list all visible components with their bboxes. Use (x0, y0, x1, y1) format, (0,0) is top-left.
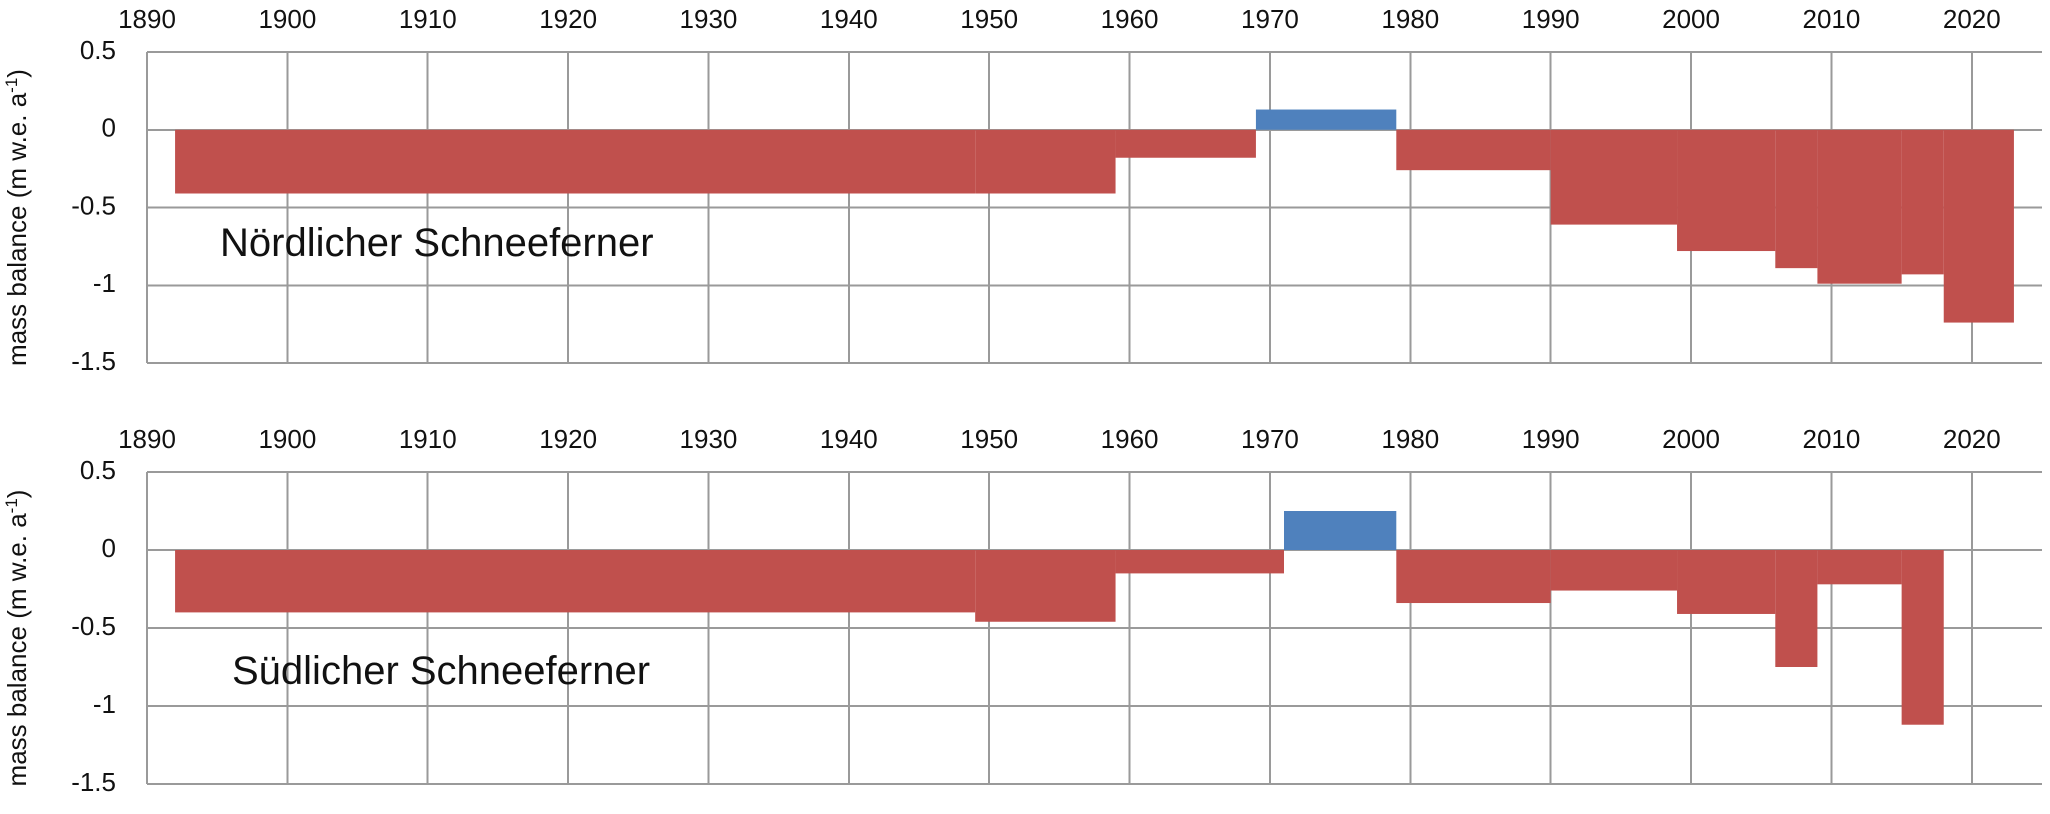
mass-balance-bar (1677, 129, 1776, 252)
mass-balance-bar (975, 129, 1116, 194)
mass-balance-bar (1677, 550, 1776, 614)
y-tick-label: -1 (93, 689, 116, 719)
mass-balance-bar (1115, 129, 1256, 158)
y-axis-label: mass balance (m w.e. a-1) (2, 69, 32, 366)
y-tick-label: 0 (102, 113, 116, 143)
x-tick-label: 1930 (680, 4, 738, 34)
mass-balance-bar (1775, 550, 1818, 667)
mass-balance-bar (175, 550, 976, 613)
x-tick-label: 1920 (539, 4, 597, 34)
x-tick-label: 1940 (820, 4, 878, 34)
x-tick-label: 1940 (820, 424, 878, 454)
y-tick-label: 0.5 (80, 455, 116, 485)
x-tick-label: 2010 (1803, 424, 1861, 454)
y-axis-label-superscript: -1 (2, 498, 21, 513)
mass-balance-bar (1255, 109, 1397, 130)
mass-balance-bar (1396, 129, 1551, 171)
mass-balance-bar (175, 129, 976, 194)
y-axis-label-end: ) (2, 490, 32, 499)
x-tick-label: 1930 (680, 424, 738, 454)
mass-balance-bar (1550, 129, 1678, 225)
mass-balance-bar (1396, 550, 1551, 604)
mass-balance-bar (1817, 550, 1902, 585)
mass-balance-bar (1115, 550, 1284, 574)
x-tick-label: 1990 (1522, 424, 1580, 454)
x-tick-label: 2000 (1662, 424, 1720, 454)
chart-panel-2: 1890 1900 1910 1920 1930 1940 1950 1960 1970 1980… (2, 424, 2042, 797)
x-tick-label: 1960 (1101, 424, 1159, 454)
y-axis-label-end: ) (2, 69, 32, 78)
mass-balance-bar (1901, 129, 1944, 275)
mass-balance-bar (1284, 511, 1397, 550)
y-tick-label: -0.5 (71, 611, 116, 641)
mass-balance-bar (1943, 129, 2014, 323)
x-tick-label: 2020 (1943, 4, 2001, 34)
x-tick-label: 1990 (1522, 4, 1580, 34)
y-tick-label: -1.5 (71, 346, 116, 376)
x-tick-label: 1950 (960, 4, 1018, 34)
y-tick-label: -1 (93, 268, 116, 298)
x-tick-label: 1980 (1381, 424, 1439, 454)
chart-panel-1: 1890 1900 1910 1920 1930 1940 1950 1960 1970 1980… (2, 4, 2042, 376)
x-tick-label: 2010 (1803, 4, 1861, 34)
x-tick-label: 2020 (1943, 424, 2001, 454)
x-tick-label: 1970 (1241, 424, 1299, 454)
mass-balance-bar (975, 550, 1116, 622)
x-tick-label: 1980 (1381, 4, 1439, 34)
x-tick-label: 2000 (1662, 4, 1720, 34)
mass-balance-bar (1817, 129, 1902, 284)
x-tick-label: 1890 (118, 4, 176, 34)
y-tick-label: 0.5 (80, 35, 116, 65)
x-tick-label: 1920 (539, 424, 597, 454)
y-axis-label-main: mass balance (m w.e. a (2, 92, 32, 366)
y-axis-label-superscript: -1 (2, 78, 21, 93)
x-tick-label: 1970 (1241, 4, 1299, 34)
y-tick-label: 0 (102, 533, 116, 563)
mass-balance-bar (1775, 129, 1818, 269)
x-tick-label: 1890 (118, 424, 176, 454)
x-tick-label: 1900 (258, 424, 316, 454)
x-tick-label: 1900 (258, 4, 316, 34)
x-tick-label: 1950 (960, 424, 1018, 454)
mass-balance-bar (1901, 550, 1944, 725)
chart-title: Südlicher Schneeferner (232, 649, 650, 693)
y-axis-label: mass balance (m w.e. a-1) (2, 490, 32, 787)
y-axis-label-main: mass balance (m w.e. a (2, 513, 32, 787)
x-tick-label: 1910 (399, 4, 457, 34)
x-tick-label: 1910 (399, 424, 457, 454)
x-tick-label: 1960 (1101, 4, 1159, 34)
y-tick-label: -1.5 (71, 767, 116, 797)
mass-balance-bar (1550, 550, 1678, 591)
chart-title: Nördlicher Schneeferner (220, 221, 654, 265)
y-tick-label: -0.5 (71, 190, 116, 220)
